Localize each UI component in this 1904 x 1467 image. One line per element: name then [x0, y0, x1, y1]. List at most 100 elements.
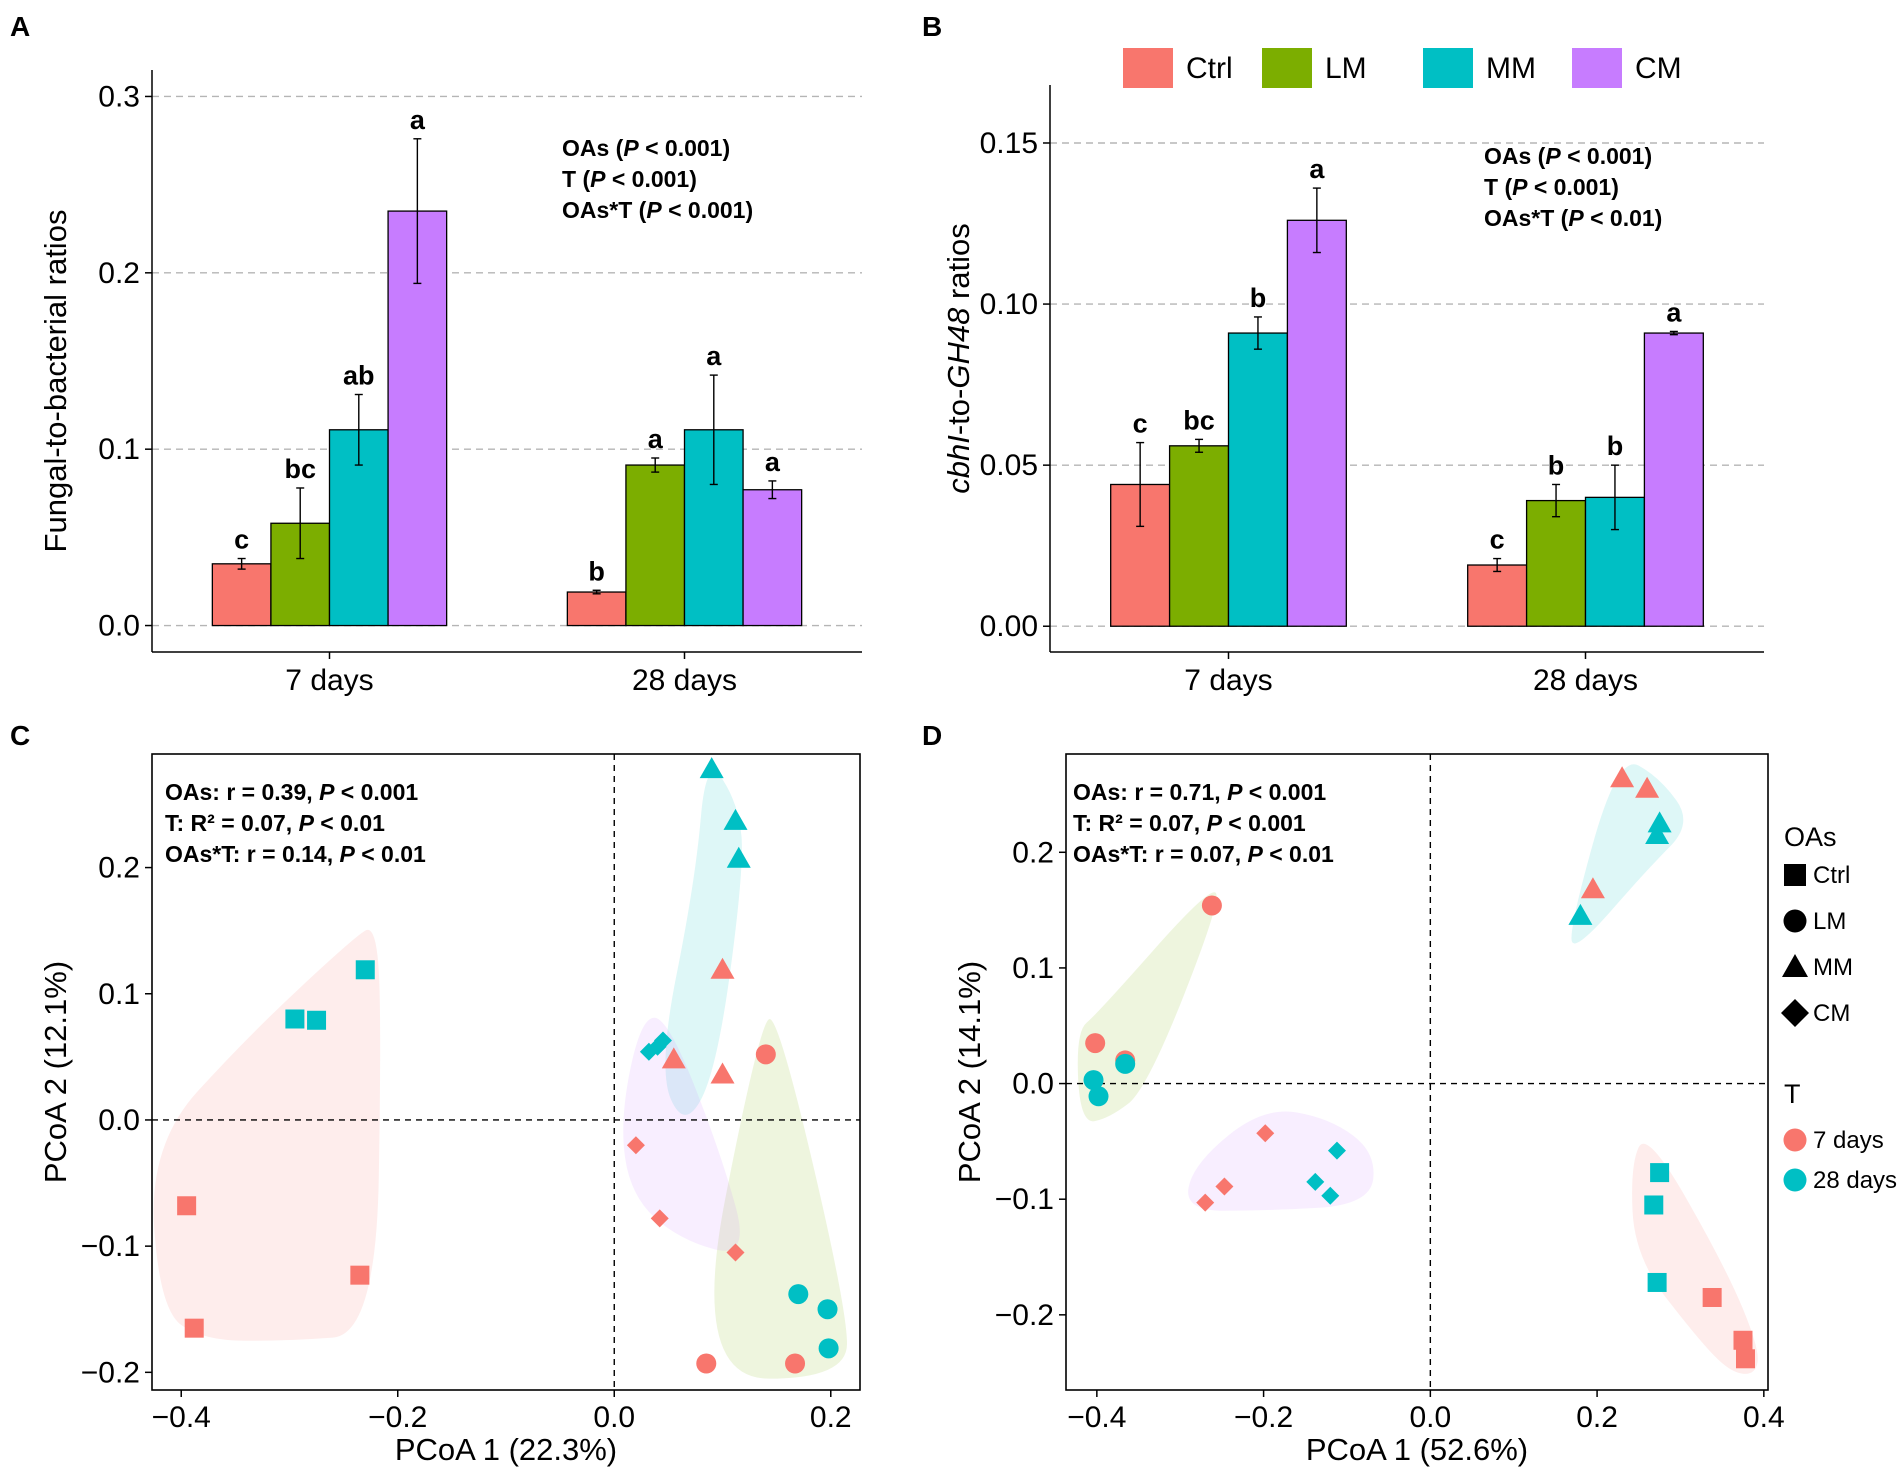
legend-title-time: T	[1784, 1079, 1801, 1109]
y-tick-label: 0.1	[98, 978, 140, 1011]
point-circle	[788, 1284, 809, 1305]
point-circle	[785, 1353, 806, 1374]
significance-letter: a	[648, 424, 664, 454]
point-diamond	[1256, 1124, 1275, 1143]
point-triangle	[1580, 877, 1605, 899]
significance-letter: a	[706, 341, 722, 371]
legend-label-ctrl: Ctrl	[1186, 52, 1233, 85]
significance-letter: a	[1309, 154, 1325, 184]
point-circle	[1083, 1070, 1104, 1091]
panel-a-bar-chart: 0.0 0.1 0.2 0.3 7 days c bc ab a 28 days b a a a OAs (…	[38, 70, 862, 697]
legend-label-cm: CM	[1635, 52, 1682, 85]
y-axis-title: Fungal-to-bacterial ratios	[38, 210, 73, 553]
point-square	[1702, 1287, 1722, 1307]
treatment-legend: Ctrl LM MM CM	[1123, 48, 1682, 88]
significance-letter: a	[1666, 297, 1682, 327]
point-circle	[1115, 1053, 1136, 1074]
bar-lm	[625, 464, 686, 627]
point-square	[1733, 1330, 1753, 1350]
legend-label-cm: CM	[1813, 1000, 1850, 1027]
point-square	[350, 1265, 370, 1285]
y-tick-label: −0.2	[995, 1299, 1054, 1332]
y-tick-label: 0.1	[1012, 952, 1054, 985]
point-square	[1650, 1163, 1670, 1183]
stats-line-1: OAs (P < 0.001)	[562, 135, 730, 161]
plot-frame	[151, 753, 861, 1391]
panel-c-pcoa-plot: −0.4 −0.2 0.0 0.2 −0.2 −0.1 0.0 0.1 0.2 PCoA 1 (2…	[38, 753, 861, 1467]
point-triangle	[710, 1062, 735, 1084]
bar-ctrl	[211, 563, 272, 627]
significance-letter: c	[234, 525, 249, 555]
x-axis-title: PCoA 1 (22.3%)	[395, 1432, 617, 1467]
point-square	[355, 960, 375, 980]
x-tick-label: 28 days	[1533, 664, 1638, 697]
point-circle	[755, 1044, 776, 1065]
stats-line-3: OAs*T: r = 0.07, P < 0.01	[1073, 841, 1334, 867]
ellipse-hull-mm	[1571, 764, 1684, 944]
y-tick-label: 0.1	[98, 433, 140, 466]
bar-cm	[1286, 219, 1347, 627]
ellipse-hull-lm	[1077, 892, 1217, 1122]
point-square	[307, 1010, 327, 1030]
x-tick-label: 0.2	[1576, 1401, 1618, 1434]
y-tick-label: −0.1	[995, 1183, 1054, 1216]
y-tick-label: −0.2	[81, 1356, 140, 1389]
significance-letter: a	[765, 447, 781, 477]
legend-time-dot	[1783, 1168, 1807, 1192]
legend-time-label: 7 days	[1813, 1127, 1884, 1154]
y-tick-label: 0.2	[1012, 836, 1054, 869]
ellipse-hull-ctrl	[153, 929, 381, 1341]
legend-key-cm	[1572, 48, 1622, 88]
panel-b-bar-chart: 0.00 0.05 0.10 0.15 7 days c bc b a 28 days c b b a OA…	[941, 85, 1764, 697]
point-triangle	[710, 957, 735, 979]
x-tick-label: −0.4	[152, 1401, 211, 1434]
stats-line-1: OAs (P < 0.001)	[1484, 143, 1652, 169]
point-diamond	[1327, 1141, 1346, 1160]
x-tick-label: 0.0	[1409, 1401, 1451, 1434]
point-triangle	[1610, 766, 1635, 788]
point-diamond	[726, 1243, 745, 1262]
x-tick-label: −0.2	[368, 1401, 427, 1434]
legend-shape-square	[1784, 864, 1806, 886]
legend-label-mm: MM	[1813, 954, 1853, 981]
point-triangle	[1568, 903, 1593, 925]
legend-key-ctrl	[1123, 48, 1173, 88]
point-square	[1735, 1349, 1755, 1369]
y-tick-label: 0.0	[1012, 1068, 1054, 1101]
y-axis-title: PCoA 2 (14.1%)	[952, 961, 987, 1183]
point-circle	[1085, 1033, 1106, 1054]
point-diamond	[650, 1209, 669, 1228]
legend-key-lm	[1262, 48, 1312, 88]
point-triangle	[1647, 811, 1672, 833]
bar-mm	[1227, 332, 1289, 627]
point-circle	[818, 1338, 839, 1359]
significance-letter: c	[1490, 525, 1505, 555]
y-tick-label: 0.3	[98, 80, 140, 113]
stats-line-2: T: R² = 0.07, P < 0.01	[165, 810, 385, 836]
significance-letter: b	[1607, 431, 1624, 461]
y-tick-label: 0.2	[98, 852, 140, 885]
stats-line-3: OAs*T: r = 0.14, P < 0.01	[165, 841, 426, 867]
legend-time-dot	[1783, 1128, 1807, 1152]
ellipse-hull-cm	[1188, 1111, 1374, 1211]
y-axis-title: PCoA 2 (12.1%)	[38, 961, 73, 1183]
point-triangle	[699, 757, 724, 779]
ellipse-hull-lm	[714, 1019, 848, 1379]
plot-frame	[1065, 753, 1769, 1391]
legend-label-lm: LM	[1325, 52, 1367, 85]
stats-line-3: OAs*T (P < 0.001)	[562, 197, 753, 223]
panel-d-pcoa-plot: −0.4 −0.2 0.0 0.2 0.4 −0.2 −0.1 0.0 0.1 0.2 PCoA 1…	[952, 753, 1785, 1467]
legend-shape-triangle	[1782, 954, 1808, 977]
legend-shape-circle	[1783, 909, 1807, 933]
y-tick-label: 0.0	[98, 1104, 140, 1137]
significance-letter: ab	[343, 361, 375, 391]
legend-shape-diamond	[1781, 999, 1809, 1027]
point-triangle	[726, 846, 751, 868]
point-square	[184, 1318, 204, 1338]
point-square	[177, 1196, 197, 1216]
legend-label-ctrl: Ctrl	[1813, 862, 1850, 889]
point-square	[1644, 1195, 1664, 1215]
ellipse-hull-cm	[623, 1017, 740, 1251]
x-tick-label: 0.0	[593, 1401, 635, 1434]
y-tick-label: 0.2	[98, 257, 140, 290]
